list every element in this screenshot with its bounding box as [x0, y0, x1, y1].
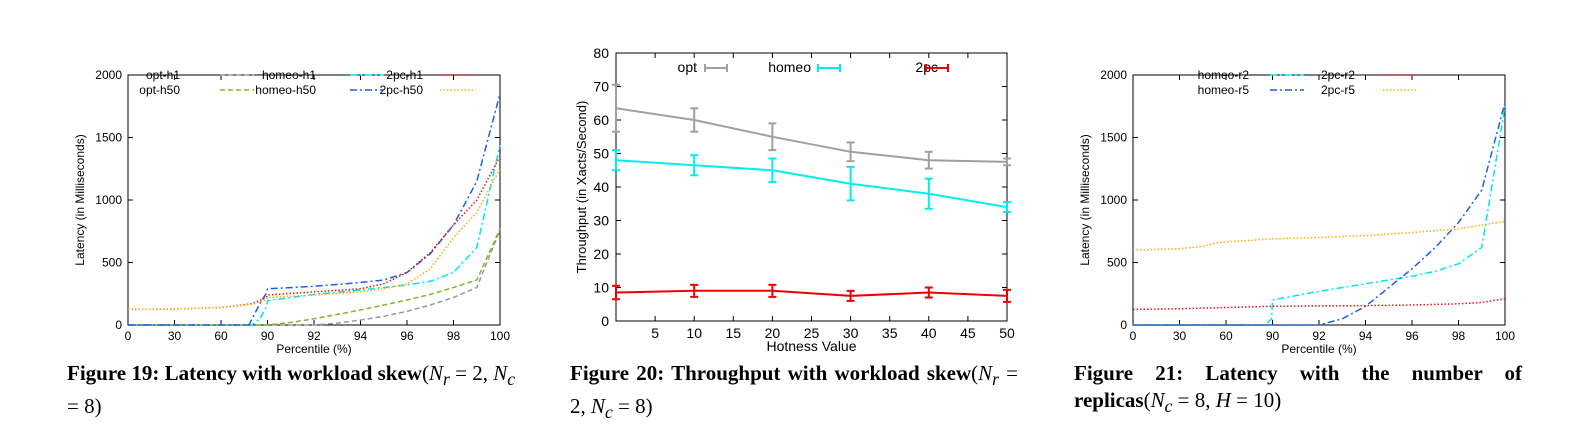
fig21-x-tick-label: 96	[1405, 329, 1419, 343]
figure-20-caption-text: Throughput with workload skew	[671, 361, 972, 385]
fig20-series-opt	[615, 107, 1008, 163]
figure-20-caption-math: (Nr = 2, Nc = 8)	[570, 361, 1019, 423]
fig21-x-tick-label: 94	[1359, 329, 1373, 343]
fig19-x-tick-label: 94	[354, 329, 368, 343]
fig21-y-tick-label: 2000	[1100, 68, 1127, 82]
fig19-y-tick-label: 1000	[95, 193, 122, 207]
figure-20-panel: 0 10 20 30 40 50 60 70 80 5 10 15 20 25 30 35 40 45 50 Hotn…	[560, 40, 1040, 354]
fig20-y-tick-label: 30	[593, 213, 609, 229]
figure-19-panel: 0 500 1000 1500 2000 0 30 60 90 92 94 96 98 100 Percen…	[60, 40, 540, 356]
figure-21-caption-math: (Nc = 8, H = 10)	[1143, 388, 1282, 417]
fig21-x-axis-title: Percentile (%)	[1281, 342, 1356, 356]
fig20-y-tick-label: 0	[601, 313, 609, 329]
fig20-x-tick-label: 5	[651, 325, 659, 341]
fig21-x-tick-label: 100	[1495, 329, 1515, 343]
fig21-y-tick-label: 500	[1107, 256, 1127, 270]
fig19-legend-label: 2pc-h1	[386, 68, 423, 82]
fig21-y-tick-label: 0	[1120, 318, 1127, 332]
fig19-x-tick-label: 30	[168, 329, 182, 343]
fig21-x-tick-label: 0	[1130, 329, 1137, 343]
figure-21-caption: Figure 21: Latency with the number of re…	[1074, 360, 1522, 420]
fig21-y-axis-title: Latency (in Milliseconds)	[1078, 134, 1092, 265]
figure-19-caption-math: (Nr = 2, Nc = 8)	[67, 361, 516, 419]
fig19-series-homeo-h1	[128, 144, 501, 326]
fig19-x-tick-label: 98	[447, 329, 461, 343]
figure-21-panel: 0 500 1000 1500 2000 0 30 60 90 92 94 96 98 100 Percen…	[1065, 40, 1545, 356]
figure-21-caption-label: Figure 21:	[1074, 361, 1184, 385]
fig20-y-tick-label: 70	[593, 79, 609, 95]
fig20-legend-label: homeo	[768, 59, 811, 75]
fig20-x-axis-title: Hotness Value	[766, 338, 856, 354]
fig20-legend-label: opt	[678, 59, 698, 75]
fig21-x-tick-label: 90	[1266, 329, 1280, 343]
fig21-plot-frame	[1132, 74, 1506, 326]
fig19-legend-label: opt-h50	[139, 83, 180, 97]
fig20-x-tick-label: 40	[921, 325, 937, 341]
fig19-legend-label: homeo-h1	[262, 68, 316, 82]
fig19-legend-label: homeo-h50	[255, 83, 316, 97]
fig21-x-tick-label: 30	[1173, 329, 1187, 343]
fig20-x-tick-label: 50	[999, 325, 1015, 341]
fig19-plot-frame	[127, 74, 501, 326]
fig20-x-tick-label: 35	[882, 325, 898, 341]
fig21-series-homeo-r2	[1133, 106, 1506, 326]
fig19-series-2pc-h50	[127, 168, 501, 311]
figure-19-caption-text: Latency with workload skew	[164, 361, 422, 385]
fig21-x-tick-label: 98	[1452, 329, 1466, 343]
fig20-y-tick-label: 10	[593, 280, 609, 296]
fig21-series-2pc-r5	[1132, 220, 1506, 251]
fig19-x-axis-title: Percentile (%)	[276, 342, 351, 356]
fig19-y-tick-label: 0	[115, 318, 122, 332]
fig21-legend-label: homeo-r5	[1198, 83, 1250, 97]
fig20-x-tick-label: 20	[765, 325, 781, 341]
fig20-y-tick-label: 60	[593, 112, 609, 128]
fig19-y-tick-label: 2000	[95, 68, 122, 82]
fig21-x-tick-label: 92	[1312, 329, 1326, 343]
fig21-x-tick-label: 60	[1219, 329, 1233, 343]
figure-19-caption-label: Figure 19:	[67, 361, 160, 385]
fig20-x-tick-label: 30	[843, 325, 859, 341]
fig19-x-tick-label: 92	[307, 329, 321, 343]
fig21-legend-label: 2pc-r2	[1321, 68, 1355, 82]
fig19-x-tick-label: 96	[400, 329, 414, 343]
fig19-x-tick-label: 60	[214, 329, 228, 343]
fig19-series-homeo-h50	[128, 93, 501, 326]
fig19-x-tick-label: 100	[490, 329, 510, 343]
fig19-series-opt-h1	[128, 229, 501, 326]
fig20-x-tick-label: 25	[804, 325, 820, 341]
fig21-series-2pc-r2	[1132, 298, 1506, 311]
fig20-y-tick-label: 80	[593, 45, 609, 61]
fig19-legend-label: 2pc-h50	[380, 83, 424, 97]
fig19-y-axis-title: Latency (in Milliseconds)	[73, 134, 87, 265]
fig20-series-homeo	[615, 159, 1008, 209]
figure-20-caption: Figure 20: Throughput with workload skew…	[570, 360, 1018, 426]
figure-20-caption-label: Figure 20:	[570, 361, 665, 385]
fig20-plot-frame	[615, 52, 1008, 322]
fig20-y-tick-label: 50	[593, 146, 609, 162]
figure-21-caption-text: Latency with the number of replicas	[1074, 361, 1522, 412]
figure-21-latency-chart: 0 500 1000 1500 2000 0 30 60 90 92 94 96 98 100 Percen…	[1078, 68, 1515, 356]
fig20-x-tick-label: 45	[960, 325, 976, 341]
figure-19-caption: Figure 19: Latency with workload skew(Nr…	[67, 360, 515, 420]
fig20-y-axis-title: Throughput (in Xacts/Second)	[574, 101, 589, 274]
fig20-series-2pc	[615, 289, 1008, 297]
fig20-y-tick-label: 40	[593, 179, 609, 195]
fig19-series-opt-h50	[128, 228, 501, 326]
fig21-legend-label: homeo-r2	[1198, 68, 1250, 82]
fig21-y-tick-label: 1500	[1100, 131, 1127, 145]
figure-19-latency-chart: 0 500 1000 1500 2000 0 30 60 90 92 94 96 98 100 Percen…	[73, 68, 510, 356]
figure-20-throughput-chart: 0 10 20 30 40 50 60 70 80 5 10 15 20 25 30 35 40 45 50 Hotn…	[574, 45, 1015, 354]
fig21-series-homeo-r5	[1133, 102, 1506, 326]
fig20-x-tick-label: 15	[726, 325, 742, 341]
fig19-series-2pc-h1	[127, 155, 501, 311]
fig20-y-tick-label: 20	[593, 246, 609, 262]
fig19-y-tick-label: 500	[102, 256, 122, 270]
fig19-y-tick-label: 1500	[95, 131, 122, 145]
fig21-y-tick-label: 1000	[1100, 193, 1127, 207]
fig19-x-tick-label: 90	[261, 329, 275, 343]
fig19-x-tick-label: 0	[125, 329, 132, 343]
fig21-legend-label: 2pc-r5	[1321, 83, 1355, 97]
fig19-legend-label: opt-h1	[146, 68, 180, 82]
fig20-x-tick-label: 10	[686, 325, 702, 341]
